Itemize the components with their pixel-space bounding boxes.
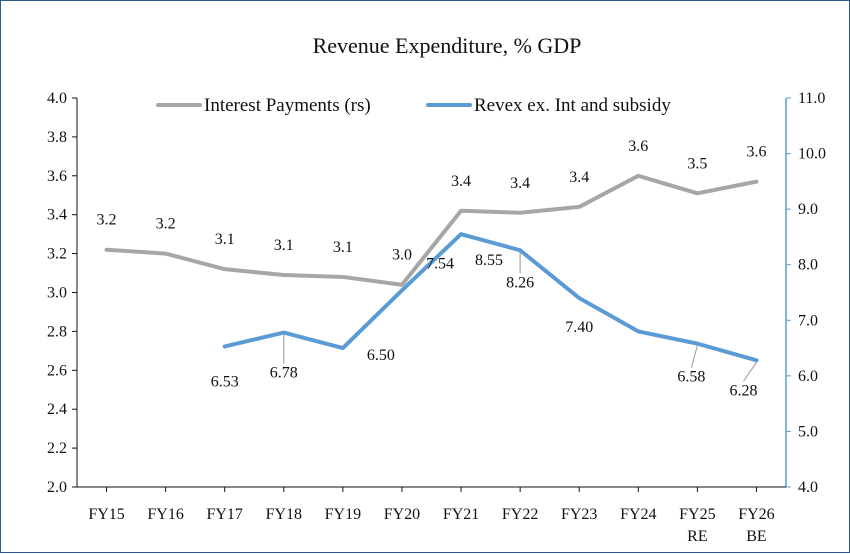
data-label-interest: 3.6 (746, 144, 766, 161)
x-tick-label: FY18 (266, 506, 302, 523)
data-label-interest: 3.0 (392, 247, 412, 264)
series-line-revex (222, 232, 759, 363)
x-tick-label: FY26 (738, 506, 774, 523)
x-tick-label: FY19 (325, 506, 361, 523)
y-right-tick-label: 5.0 (798, 423, 818, 440)
x-tick-label: RE (687, 528, 707, 545)
data-label-interest: 3.4 (510, 175, 530, 192)
y-right-tick-label: 8.0 (798, 257, 818, 274)
y-left-tick-label: 3.0 (47, 285, 67, 302)
x-tick-label: FY23 (561, 506, 597, 523)
y-left-tick-label: 3.6 (47, 168, 67, 185)
y-left-tick-label: 2.6 (47, 362, 67, 379)
data-label-revex: 6.28 (729, 382, 757, 399)
data-label-leader (742, 361, 757, 382)
y-left-tick-label: 4.0 (47, 90, 67, 107)
data-label-revex: 7.54 (426, 255, 454, 272)
y-left-tick-label: 2.4 (47, 401, 67, 418)
x-tick-label: FY22 (502, 506, 538, 523)
data-label-interest: 3.6 (628, 138, 648, 155)
x-tick-label: FY25 (679, 506, 715, 523)
x-tick-label: FY15 (88, 506, 124, 523)
data-labels: 3.2 3.2 3.1 3.1 3.1 3.0 3.4 3.4 3.4 3.6 3.5 3.6 6.53… (97, 138, 767, 399)
series-lines (104, 173, 759, 363)
data-label-revex: 7.40 (565, 319, 593, 336)
x-tick-label: FY16 (147, 506, 183, 523)
y-right-tick-label: 10.0 (798, 146, 826, 163)
legend: Interest Payments (rs) Revex ex. Int and… (156, 95, 671, 116)
axes: 2.0 2.2 2.4 2.6 2.8 3.0 3.2 3.4 3.6 3.8 4.0 4.0 5.0 6… (47, 90, 826, 545)
y-left-tick-label: 3.2 (47, 246, 67, 263)
y-right-tick-label: 11.0 (798, 90, 825, 107)
y-right-tick-label: 7.0 (798, 312, 818, 329)
x-tick-label: FY17 (206, 506, 242, 523)
data-label-interest: 3.2 (156, 216, 176, 233)
data-label-revex: 6.50 (367, 347, 395, 364)
data-label-revex: 6.58 (677, 369, 705, 386)
chart-title: Revenue Expenditure, % GDP (313, 33, 582, 58)
data-label-revex: 8.55 (475, 252, 503, 269)
legend-label-interest: Interest Payments (rs) (204, 95, 371, 116)
y-left-tick-label: 3.4 (47, 207, 67, 224)
data-label-revex: 6.53 (211, 373, 239, 390)
y-right-tick-label: 4.0 (798, 479, 818, 496)
data-label-revex: 8.26 (506, 274, 534, 291)
data-label-interest: 3.2 (97, 212, 117, 229)
data-label-interest: 3.4 (569, 169, 589, 186)
x-tick-label: FY20 (384, 506, 420, 523)
data-label-interest: 3.4 (451, 173, 471, 190)
data-label-revex: 6.78 (270, 365, 298, 382)
y-left-tick-label: 2.8 (47, 323, 67, 340)
y-left-tick-label: 2.0 (47, 479, 67, 496)
data-label-interest: 3.1 (333, 239, 353, 256)
y-left-tick-label: 3.8 (47, 129, 67, 146)
series-line-interest-payments (104, 173, 759, 287)
x-tick-label: FY24 (620, 506, 656, 523)
x-tick-label: FY21 (443, 506, 479, 523)
x-tick-label: BE (746, 528, 766, 545)
y-right-tick-label: 6.0 (798, 368, 818, 385)
y-left-tick-label: 2.2 (47, 440, 67, 457)
y-right-tick-label: 9.0 (798, 201, 818, 218)
data-label-interest: 3.1 (274, 237, 294, 254)
data-label-interest: 3.1 (215, 231, 235, 248)
legend-label-revex: Revex ex. Int and subsidy (474, 95, 671, 116)
data-label-interest: 3.5 (687, 155, 707, 172)
data-label-leader (690, 345, 698, 368)
